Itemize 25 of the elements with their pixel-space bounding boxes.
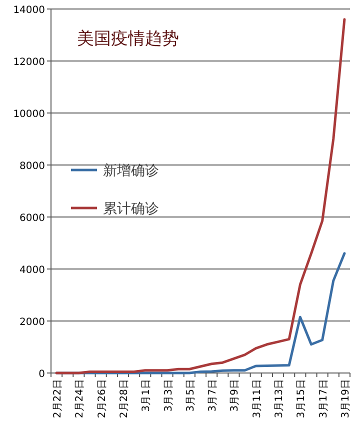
x-tick-label: 3月17日: [318, 379, 330, 418]
legend-label: 累计确诊: [103, 201, 159, 217]
y-tick-label: 8000: [20, 161, 45, 172]
x-tick-label: 3月7日: [208, 379, 219, 412]
x-tick-label: 3月15日: [296, 379, 308, 418]
x-tick-label: 3月13日: [274, 379, 286, 418]
x-tick-label: 2月24日: [74, 379, 86, 418]
x-tick-label: 3月5日: [185, 379, 196, 412]
x-tick-label: 2月28日: [118, 379, 130, 418]
legend-label: 新增确诊: [103, 163, 159, 179]
y-tick-label: 4000: [20, 265, 45, 276]
x-tick-label: 2月22日: [52, 379, 64, 418]
x-tick-label: 3月19日: [340, 379, 352, 418]
y-tick-label: 12000: [13, 57, 45, 68]
x-tick-label: 3月3日: [163, 379, 174, 412]
x-tick-label: 3月1日: [141, 379, 152, 412]
y-tick-label: 2000: [20, 317, 45, 328]
x-tick-label: 3月9日: [230, 379, 241, 412]
x-tick-label: 2月26日: [96, 379, 108, 418]
y-tick-label: 0: [38, 369, 45, 380]
y-tick-label: 10000: [13, 109, 45, 120]
x-tick-label: 3月11日: [252, 379, 263, 418]
y-tick-label: 6000: [20, 213, 45, 224]
text: 美国疫情趋势: [77, 29, 179, 49]
y-tick-label: 14000: [13, 5, 45, 16]
